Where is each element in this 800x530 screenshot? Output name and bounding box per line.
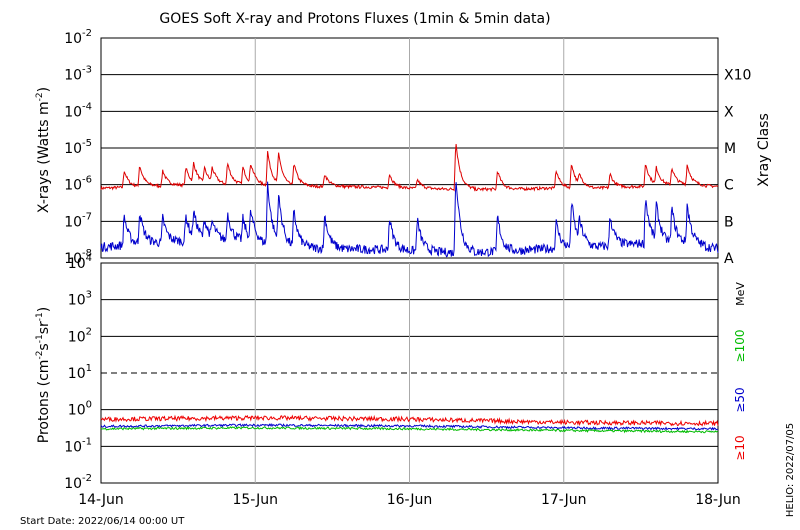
x-tick-label: 17-Jun: [541, 492, 587, 508]
proton-series-ge50: [100, 423, 719, 431]
xray-y-tick-label: 10-5: [64, 138, 92, 157]
proton-unit-label: MeV: [734, 282, 747, 306]
xray-panel: 10-2 10-3 10-4 10-5 10-6 10-7 10-8 X10 X M C B A Xr…: [35, 28, 772, 267]
proton-channel-label-100: ≥100: [733, 330, 747, 363]
proton-y-ticks: 104 103 102 101 100 10-1 10-2: [64, 253, 92, 492]
start-date-label: Start Date: 2022/06/14 00:00 UT: [20, 516, 185, 527]
x-tick-label: 15-Jun: [232, 492, 278, 508]
proton-y-tick-label: 10-2: [64, 473, 92, 492]
xray-class-labels: X10 X M C B A: [724, 68, 751, 267]
proton-y-tick-label: 103: [68, 290, 92, 309]
proton-y-tick-label: 102: [68, 326, 92, 345]
proton-series: [100, 414, 719, 434]
x-tick-label: 16-Jun: [387, 492, 433, 508]
proton-y-tick-label: 101: [68, 363, 92, 382]
xray-series: [100, 144, 719, 258]
xray-y-ticks: 10-2 10-3 10-4 10-5 10-6 10-7 10-8: [64, 28, 92, 267]
xray-class-label: A: [724, 251, 734, 267]
chart-title: GOES Soft X-ray and Protons Fluxes (1min…: [159, 11, 550, 27]
proton-y-axis-title: Protons (cm-2s-1sr-1): [35, 307, 52, 443]
xray-class-label: X: [724, 104, 734, 120]
proton-grid: [101, 263, 718, 483]
xray-series-short: [100, 181, 719, 258]
xray-grid: [101, 38, 718, 258]
xray-right-axis-title: Xray Class: [756, 113, 772, 187]
xray-y-tick-label: 10-4: [64, 101, 92, 120]
xray-series-long: [100, 144, 719, 193]
x-tick-label: 18-Jun: [695, 492, 741, 508]
proton-series-ge10: [100, 414, 719, 427]
xray-y-tick-label: 10-8: [64, 248, 92, 267]
proton-channel-label-10: ≥10: [733, 435, 747, 460]
proton-y-tick-label: 10-1: [64, 436, 92, 455]
footer-credit: HELIO: 2022/07/05: [785, 423, 796, 517]
xray-class-label: C: [724, 178, 734, 194]
xray-y-tick-label: 10-7: [64, 211, 92, 230]
proton-series-ge100: [100, 426, 719, 434]
proton-y-tick-label: 100: [68, 400, 92, 419]
xray-class-label: M: [724, 141, 736, 157]
proton-panel: 104 103 102 101 100 10-1 10-2 MeV ≥100 ≥50 ≥10…: [35, 253, 747, 492]
xray-y-tick-label: 10-6: [64, 175, 92, 194]
xray-class-label: X10: [724, 68, 751, 84]
xray-class-label: B: [724, 214, 734, 230]
proton-channel-label-50: ≥50: [733, 387, 747, 412]
x-tick-label: 14-Jun: [78, 492, 124, 508]
xray-y-tick-label: 10-3: [64, 65, 92, 84]
xray-y-tick-label: 10-2: [64, 28, 92, 47]
x-axis-ticks: 14-Jun 15-Jun 16-Jun 17-Jun 18-Jun: [78, 492, 741, 508]
proton-y-tick-label: 104: [68, 253, 92, 272]
xray-y-axis-title: X-rays (Watts m-2): [35, 87, 52, 213]
